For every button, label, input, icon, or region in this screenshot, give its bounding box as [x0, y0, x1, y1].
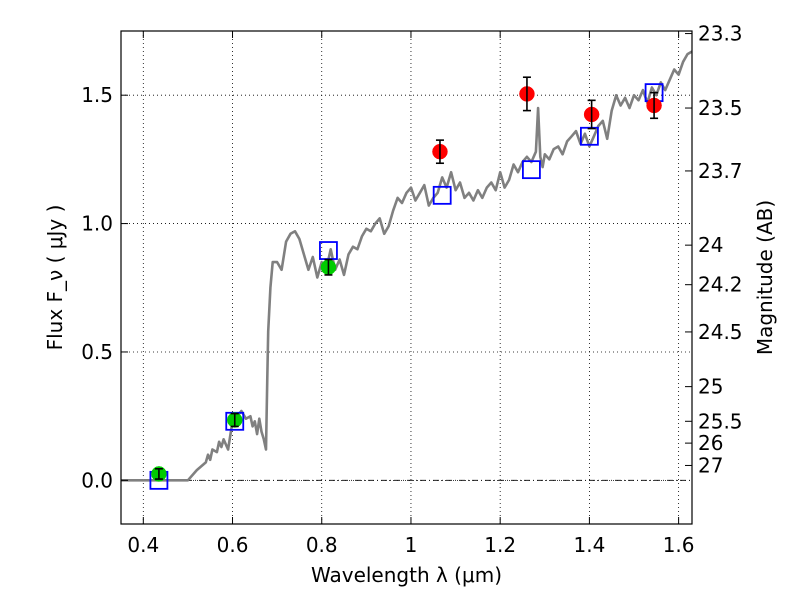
right-tick-label: 27	[698, 453, 723, 477]
y-tick-label: 1.5	[81, 83, 113, 107]
right-tick-label: 23.5	[698, 96, 743, 120]
x-tick-label: 0.8	[306, 533, 338, 557]
right-axis-title: Magnitude (AB)	[753, 200, 777, 355]
right-tick-label: 26	[698, 431, 723, 455]
x-tick-label: 1.2	[484, 533, 516, 557]
model-photometry-square	[432, 185, 452, 205]
x-tick-label: 1	[405, 533, 418, 557]
axis-ticks: 0.4 0.6 0.8 1 1.2 1.4 1.6 0.0 0.5 1.0 1.5 23.3 23.5 2…	[81, 22, 742, 557]
model-photometry-square	[522, 160, 541, 180]
x-axis-title: Wavelength λ (μm)	[311, 563, 502, 587]
right-tick-label: 25	[698, 375, 723, 399]
right-tick-label: 23.3	[698, 22, 743, 46]
y-tick-label: 0.0	[81, 468, 113, 492]
right-tick-label: 24.5	[698, 320, 743, 344]
right-tick-label: 24	[698, 233, 723, 257]
y-tick-label: 1.0	[81, 212, 113, 236]
y-tick-label: 0.5	[81, 340, 113, 364]
right-tick-label: 24.2	[698, 273, 743, 297]
grid-lines	[121, 31, 692, 524]
x-tick-label: 0.6	[217, 533, 249, 557]
x-tick-label: 1.4	[573, 533, 605, 557]
x-tick-label: 1.6	[663, 533, 695, 557]
plot-frame	[120, 30, 693, 525]
x-tick-label: 0.4	[127, 533, 159, 557]
spectrum-line	[121, 50, 692, 482]
right-tick-label: 25.5	[698, 409, 743, 433]
right-tick-label: 23.7	[698, 159, 743, 183]
y-axis-title: Flux F_ν ( μJy )	[43, 205, 67, 351]
series-layer	[121, 50, 692, 490]
